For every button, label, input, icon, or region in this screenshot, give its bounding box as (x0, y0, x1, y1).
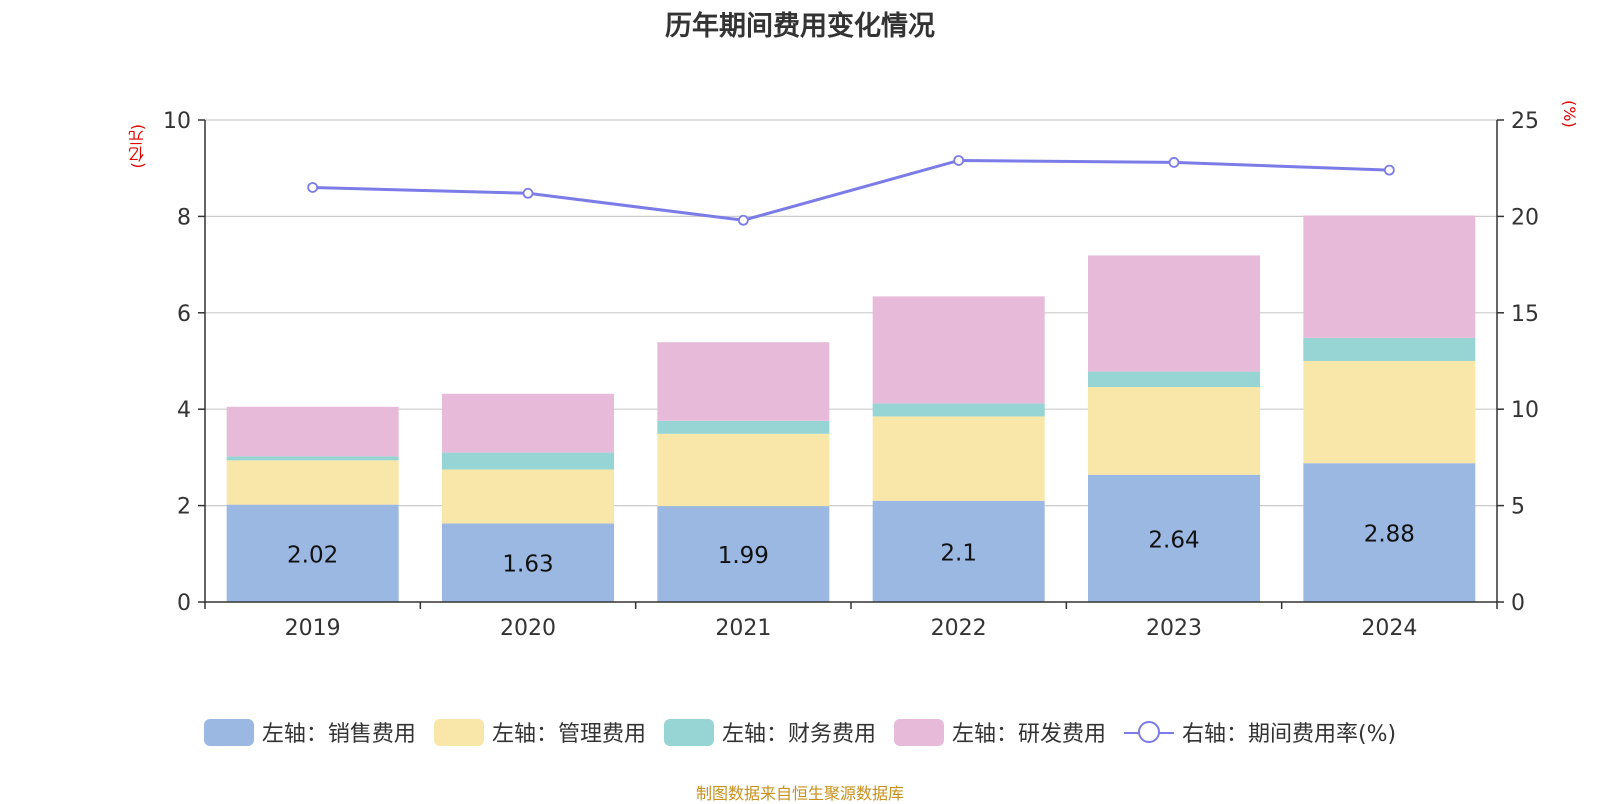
bar-segment-rd (657, 342, 830, 421)
left-axis-tick-label: 10 (163, 109, 191, 134)
x-axis-tick-label: 2023 (1146, 616, 1202, 641)
right-axis-tick-label: 20 (1511, 205, 1539, 230)
right-axis-tick-label: 10 (1511, 398, 1539, 423)
expense-rate-line (312, 158, 1390, 222)
chart-title: 历年期间费用变化情况 (665, 11, 935, 42)
bar-segment-finance (442, 452, 614, 470)
bar-segment-admin (657, 433, 830, 507)
expense-rate-point (1168, 157, 1180, 168)
right-axis-tick-label: 15 (1511, 302, 1539, 327)
expense-rate-point (953, 155, 965, 166)
left-axis-tick-label: 4 (177, 398, 191, 423)
legend-item-sales[interactable]: 左轴：销售费用 (203, 716, 416, 748)
bar-segment-finance (872, 403, 1045, 417)
x-axis-tick-label: 2024 (1361, 616, 1417, 641)
bar-segment-finance (657, 420, 830, 434)
legend-swatch-admin (433, 718, 484, 746)
bar-segment-admin (1303, 361, 1476, 464)
bar-segment-rd (442, 393, 614, 453)
legend-label-expense-rate: 右轴：期间费用率(%) (1181, 722, 1397, 747)
bar-segment-sales (442, 523, 614, 602)
bar-segment-rd (1088, 255, 1260, 372)
bar-segment-finance (1088, 371, 1260, 388)
bar-segment-finance (1303, 337, 1476, 361)
expense-rate-point (737, 214, 749, 226)
legend: 左轴：销售费用 左轴：管理费用 左轴：财务费用 左轴：研发费用 右轴：期间费用率… (0, 716, 1600, 748)
bar-segment-sales (1088, 474, 1260, 602)
left-axis-tick-label: 0 (177, 591, 191, 616)
legend-label-rd: 左轴：研发费用 (951, 722, 1106, 747)
bar-segment-admin (442, 469, 614, 524)
x-axis-tick-label: 2020 (500, 616, 556, 641)
legend-item-finance[interactable]: 左轴：财务费用 (663, 716, 876, 748)
legend-item-expense-rate[interactable]: 右轴：期间费用率(%) (1123, 716, 1397, 748)
legend-swatch-finance (663, 718, 714, 746)
legend-item-rd[interactable]: 左轴：研发费用 (893, 716, 1106, 748)
expense-rate-point (1383, 164, 1395, 176)
right-axis-tick-label: 0 (1511, 591, 1525, 616)
right-axis-tick-label: 5 (1511, 495, 1525, 520)
expense-rate-point (307, 182, 319, 193)
legend-swatch-sales (203, 718, 254, 746)
legend-label-finance: 左轴：财务费用 (721, 722, 876, 747)
left-axis-tick-label: 2 (177, 495, 191, 520)
left-axis-tick-label: 8 (177, 205, 191, 230)
legend-swatch-expense-rate (1123, 719, 1174, 746)
legend-label-admin: 左轴：管理费用 (491, 722, 646, 747)
bar-segment-sales (1303, 463, 1476, 602)
bar-segment-rd (872, 296, 1045, 404)
expense-rate-point (522, 187, 534, 199)
data-source-note: 制图数据来自恒生聚源数据库 (695, 784, 904, 803)
bar-data-label: 1.63 (502, 552, 553, 578)
x-axis-tick-label: 2021 (715, 616, 771, 641)
x-axis-tick-label: 2019 (285, 616, 341, 641)
left-axis-tick-label: 6 (177, 302, 191, 327)
bar-segment-sales (872, 500, 1045, 602)
right-axis-tick-label: 25 (1511, 109, 1539, 134)
bar-segment-finance (226, 456, 399, 461)
bar-data-label: 2.88 (1364, 522, 1415, 548)
bar-segment-sales (657, 506, 830, 602)
bar-segment-rd (226, 406, 399, 457)
legend-item-admin[interactable]: 左轴：管理费用 (433, 716, 646, 748)
bar-data-label: 2.02 (287, 542, 338, 568)
right-axis-unit: (%) (1560, 100, 1579, 128)
bar-segment-sales (226, 504, 399, 602)
bar-segment-admin (1088, 387, 1260, 475)
x-axis-tick-label: 2022 (931, 616, 987, 641)
legend-label-sales: 左轴：销售费用 (261, 722, 416, 747)
bar-data-label: 1.99 (718, 543, 769, 569)
legend-swatch-rd (893, 718, 944, 746)
bar-data-label: 2.64 (1148, 527, 1199, 553)
bar-segment-admin (872, 416, 1045, 501)
bar-data-label: 2.1 (940, 540, 977, 566)
bar-segment-admin (226, 460, 399, 505)
bar-segment-rd (1303, 215, 1476, 338)
